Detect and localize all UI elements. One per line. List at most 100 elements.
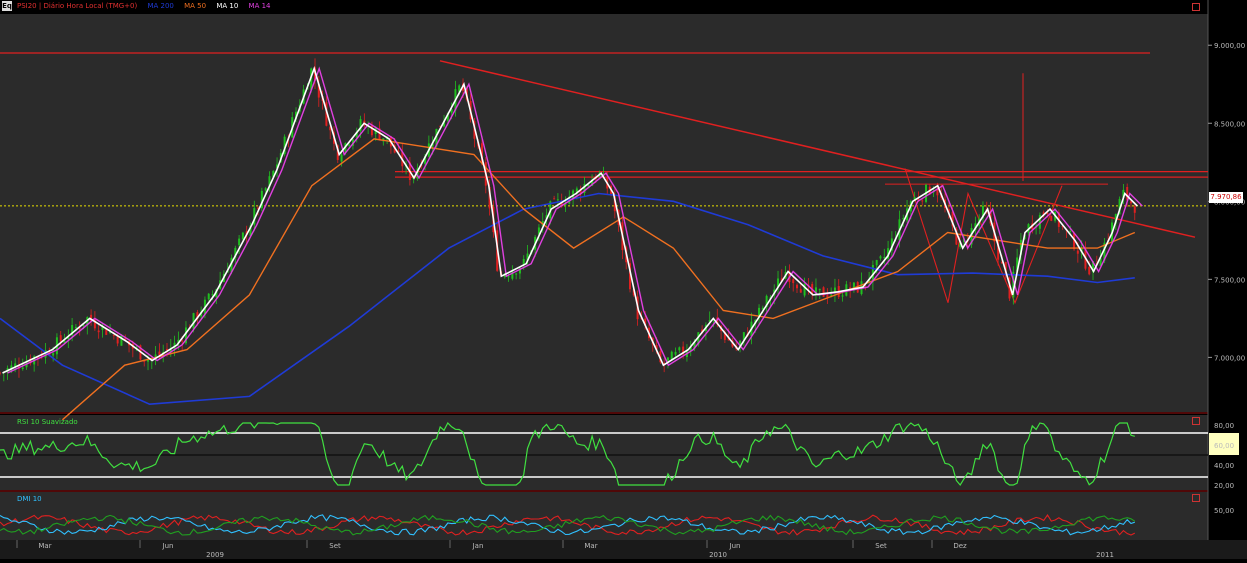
candle-body: [959, 242, 962, 247]
candle-body: [511, 271, 514, 279]
candle-body: [515, 273, 518, 275]
candle-body: [63, 340, 66, 344]
candle-body: [556, 199, 559, 201]
dmi-line: [0, 514, 1136, 536]
x-month-label: Jun: [162, 542, 174, 550]
candle-body: [629, 263, 632, 290]
rsi-panel-title[interactable]: RSI 10 Suavizado: [17, 418, 78, 426]
candle-body: [450, 109, 453, 113]
candle-body: [1016, 257, 1019, 272]
candle-body: [761, 307, 764, 310]
x-month-label: Set: [329, 542, 341, 550]
candle-body: [795, 284, 798, 289]
candle-body: [803, 283, 806, 296]
candle-body: [78, 327, 81, 329]
candle-body: [0, 372, 1, 374]
candle-body: [1042, 212, 1045, 216]
candle-body: [439, 125, 442, 127]
x-month-label: Dez: [953, 542, 967, 550]
candle-body: [257, 207, 260, 209]
candle-body: [158, 351, 161, 355]
candle-body: [348, 144, 351, 146]
candle-body: [830, 294, 833, 296]
candle-body: [1099, 258, 1102, 266]
candle-body: [378, 128, 381, 141]
candle-body: [230, 257, 233, 273]
candle-body: [458, 85, 461, 93]
candle-body: [742, 332, 745, 341]
candle-body: [105, 328, 108, 335]
ytick-label: 7.000,00: [1214, 354, 1245, 362]
candle-body: [875, 260, 878, 266]
candle-body: [14, 363, 17, 368]
candle-body: [71, 325, 74, 336]
indicator-ma200[interactable]: MA 200: [147, 2, 174, 10]
chart-title[interactable]: PSI20 | Diário Hora Local (TMG+0): [17, 2, 138, 10]
rsi-panel-close-icon[interactable]: [1192, 417, 1200, 425]
candle-body: [124, 338, 127, 341]
x-year-label: 2009: [206, 551, 224, 559]
candle-body: [708, 320, 711, 322]
candle-body: [44, 350, 47, 358]
candle-body: [1088, 266, 1091, 275]
candle-body: [169, 348, 172, 352]
pattern-lines: [904, 168, 1063, 305]
candle-body: [397, 150, 400, 152]
dmi-panel-title[interactable]: DMI 10: [17, 495, 42, 503]
candle-body: [655, 345, 658, 350]
candle-body: [947, 209, 950, 214]
candle-body: [1076, 250, 1079, 254]
candle-body: [723, 331, 726, 340]
candle-body: [359, 119, 362, 131]
candle-body: [575, 188, 578, 194]
candle-body: [192, 313, 195, 329]
candle-body: [1118, 198, 1121, 215]
indicator-ma10[interactable]: MA 10: [216, 2, 239, 10]
candle-body: [587, 184, 590, 187]
dmi-line: [0, 514, 1136, 536]
candle-body: [758, 307, 761, 318]
x-month-label: Set: [875, 542, 887, 550]
candle-body: [553, 198, 556, 200]
rsi-line: [0, 421, 1135, 487]
candle-body: [416, 168, 419, 179]
candle-body: [101, 325, 104, 330]
candle-body: [52, 353, 55, 356]
candle-body: [537, 227, 540, 235]
main-panel-close-icon[interactable]: [1192, 3, 1200, 11]
x-year-label: 2010: [709, 551, 727, 559]
candle-body: [739, 340, 742, 347]
rsi-ytick-label: 80,00: [1214, 422, 1234, 430]
candle-body: [446, 113, 449, 121]
candle-body: [268, 176, 271, 187]
app-logo-icon[interactable]: Eq: [2, 1, 12, 11]
candle-body: [1019, 239, 1022, 255]
candle-body: [143, 360, 146, 362]
candle-body: [1129, 201, 1132, 204]
x-month-label: Mar: [584, 542, 597, 550]
last-price-badge: 7.970,86: [1209, 192, 1243, 203]
candle-body: [921, 200, 924, 202]
candle-body: [480, 143, 483, 164]
candle-body: [234, 247, 237, 258]
candle-body: [955, 228, 958, 245]
dmi-panel-close-icon[interactable]: [1192, 494, 1200, 502]
candle-body: [1008, 277, 1011, 299]
candle-body: [196, 312, 199, 319]
candle-body: [295, 111, 298, 120]
candle-body: [310, 68, 313, 90]
dmi-ytick-label: 50,00: [1214, 507, 1234, 515]
indicator-ma14[interactable]: MA 14: [248, 2, 271, 10]
candle-body: [112, 334, 115, 336]
candle-body: [67, 337, 70, 340]
candle-body: [181, 340, 184, 342]
chart-header: PSI20 | Diário Hora Local (TMG+0) MA 200…: [17, 2, 279, 10]
rsi-ytick-label: 60,00: [1214, 442, 1234, 450]
candle-body: [518, 268, 521, 274]
candle-body: [184, 327, 187, 344]
rsi-overbought-zone: [1209, 433, 1239, 455]
indicator-ma50[interactable]: MA 50: [184, 2, 207, 10]
candle-body: [238, 238, 241, 246]
candle-body: [678, 347, 681, 351]
